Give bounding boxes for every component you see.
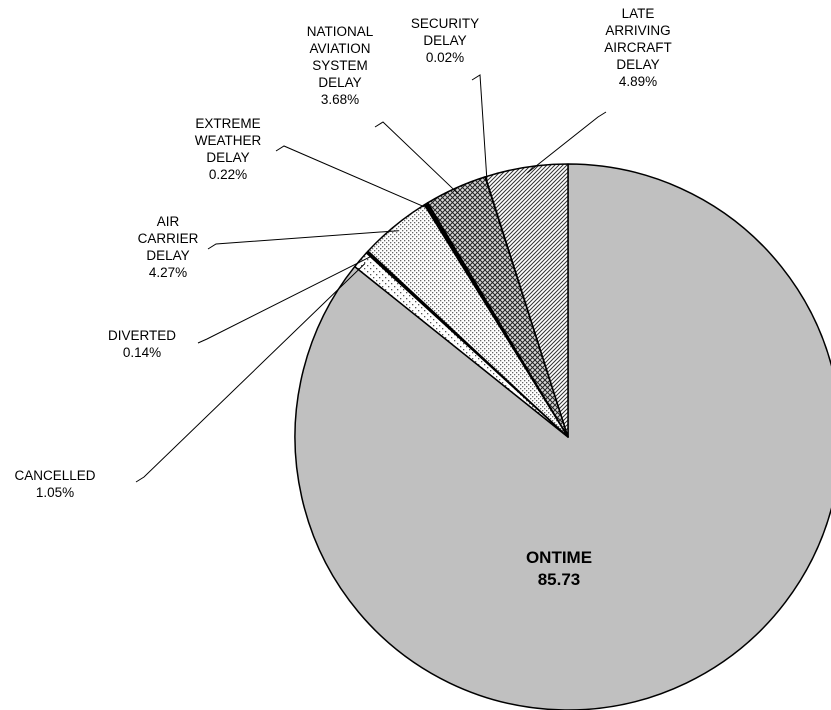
slice-label-name: DELAY — [318, 75, 361, 90]
slice-label-name: ONTIME — [526, 548, 592, 567]
slice-label-value: 0.14% — [123, 345, 161, 360]
slice-label-name: WEATHER — [195, 133, 262, 148]
slice-label-name: DELAY — [146, 248, 189, 263]
slice-label-name: SECURITY — [411, 16, 479, 31]
slice-label-extreme-weather: EXTREME WEATHER DELAY 0.22% — [195, 116, 262, 182]
slice-label-value: 3.68% — [321, 92, 359, 107]
slice-label-value: 0.22% — [209, 167, 247, 182]
slice-label-national-aviation: NATIONAL AVIATION SYSTEM DELAY 3.68% — [307, 24, 374, 107]
slice-label-value: 85.73 — [538, 570, 581, 589]
slice-label-value: 1.05% — [36, 485, 74, 500]
slice-label-ontime: ONTIME 85.73 — [526, 548, 592, 589]
leader-line-security — [471, 74, 488, 183]
slice-label-name: CANCELLED — [14, 468, 95, 483]
slice-label-security: SECURITY DELAY 0.02% — [411, 16, 479, 65]
slice-label-name: SYSTEM — [312, 58, 368, 73]
slice-label-name: AVIATION — [309, 41, 370, 56]
slice-label-name: AIRCRAFT — [604, 40, 672, 55]
leader-line-national-aviation — [374, 121, 459, 195]
slice-label-name: DIVERTED — [108, 328, 176, 343]
slice-label-air-carrier: AIR CARRIER DELAY 4.27% — [138, 214, 199, 280]
slice-label-name: EXTREME — [195, 116, 260, 131]
leader-line-cancelled — [135, 263, 366, 483]
leader-line-extreme-weather — [275, 145, 430, 210]
slice-label-value: 0.02% — [426, 50, 464, 65]
slice-label-name: LATE — [622, 6, 655, 21]
slice-label-late-aircraft: LATE ARRIVING AIRCRAFT DELAY 4.89% — [604, 6, 672, 89]
slice-label-name: NATIONAL — [307, 24, 374, 39]
pie-slice-late-aircraft — [484, 163, 569, 438]
slice-label-name: DELAY — [616, 57, 659, 72]
slice-label-diverted: DIVERTED 0.14% — [108, 328, 176, 360]
slice-label-name: CARRIER — [138, 231, 199, 246]
slice-label-name: DELAY — [206, 150, 249, 165]
slice-label-name: AIR — [157, 214, 180, 229]
leader-line-air-carrier — [207, 230, 399, 250]
slice-label-name: DELAY — [423, 33, 466, 48]
slice-label-value: 4.89% — [619, 74, 657, 89]
leader-line-late-aircraft — [526, 111, 607, 174]
pie-slice-ontime — [294, 163, 831, 710]
slice-label-name: ARRIVING — [605, 23, 670, 38]
leader-line-diverted — [197, 255, 372, 344]
slice-label-value: 4.27% — [149, 265, 187, 280]
slice-label-cancelled: CANCELLED 1.05% — [14, 468, 95, 500]
